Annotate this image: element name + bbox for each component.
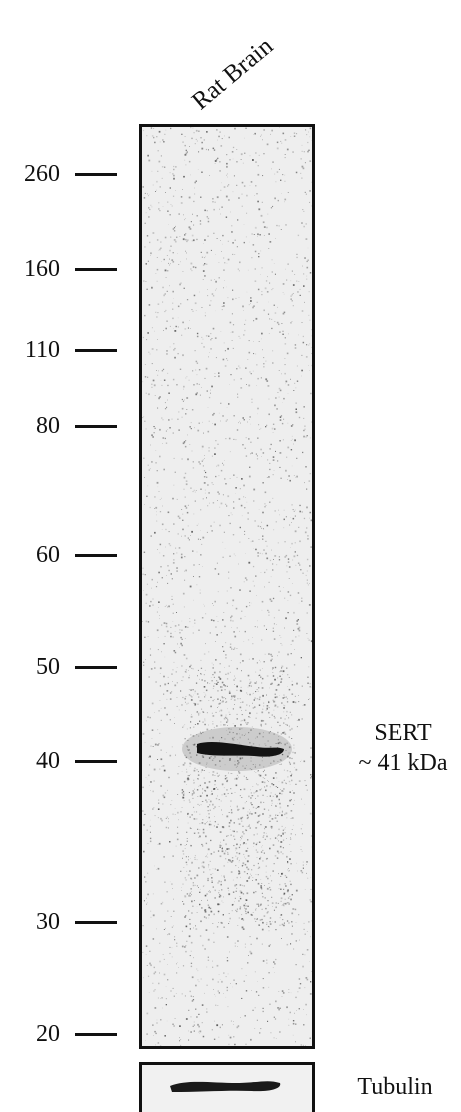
tubulin-band <box>170 1081 281 1092</box>
marker-tick-50 <box>75 666 117 669</box>
marker-tick-110 <box>75 349 117 352</box>
marker-label-80: 80 <box>36 413 60 439</box>
marker-label-50: 50 <box>36 654 60 680</box>
marker-tick-160 <box>75 268 117 271</box>
lane-label: Rat Brain <box>187 32 279 116</box>
marker-label-30: 30 <box>36 909 60 935</box>
marker-label-60: 60 <box>36 542 60 568</box>
loading-control-membrane <box>139 1062 315 1112</box>
marker-tick-20 <box>75 1033 117 1036</box>
marker-tick-40 <box>75 760 117 763</box>
marker-label-260: 260 <box>24 161 60 187</box>
marker-label-40: 40 <box>36 748 60 774</box>
marker-tick-80 <box>75 425 117 428</box>
tubulin-blot-image <box>142 1065 312 1112</box>
sert-band <box>197 742 284 757</box>
marker-label-110: 110 <box>24 337 60 363</box>
blot-image <box>142 127 312 1046</box>
western-blot-membrane <box>139 124 315 1049</box>
target-band-label: SERT ~ 41 kDa <box>348 718 458 778</box>
marker-tick-260 <box>75 173 117 176</box>
marker-label-20: 20 <box>36 1021 60 1047</box>
sert-band-halo <box>182 727 292 771</box>
marker-tick-60 <box>75 554 117 557</box>
target-name: SERT <box>374 720 432 746</box>
loading-control-label: Tubulin <box>357 1074 433 1100</box>
target-size: ~ 41 kDa <box>358 750 448 776</box>
marker-tick-30 <box>75 921 117 924</box>
marker-label-160: 160 <box>24 256 60 282</box>
